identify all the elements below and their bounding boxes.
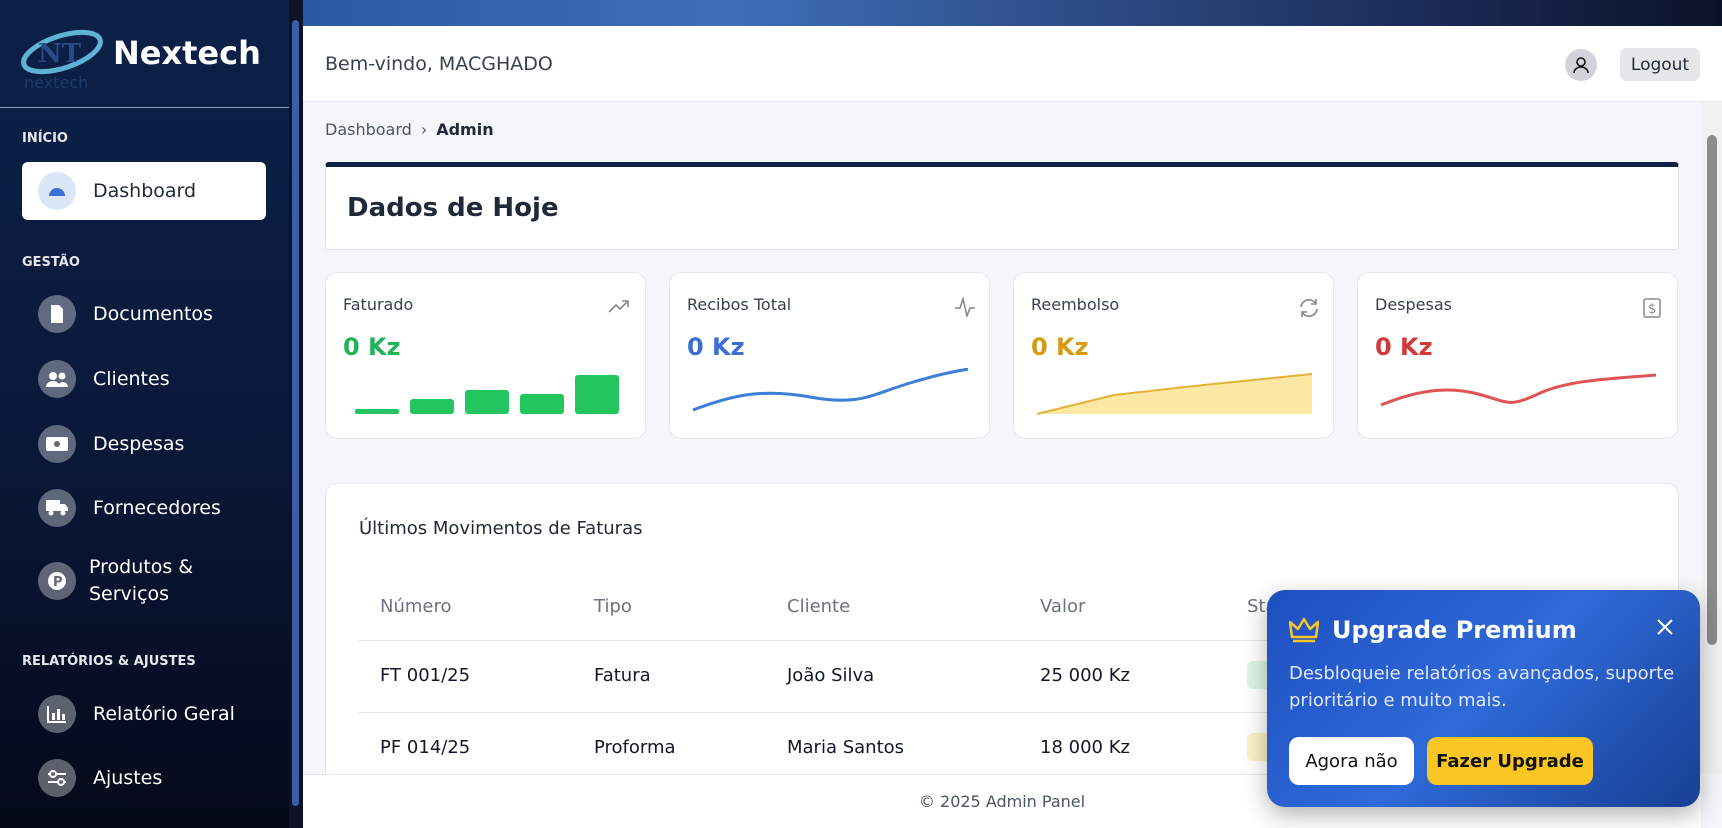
stat-card: Recibos Total 0 Kz: [669, 272, 990, 439]
upgrade-popup: Upgrade Premium Desbloqueie relatórios a…: [1267, 590, 1700, 807]
icon: [38, 425, 76, 463]
row-divider: [358, 712, 1648, 713]
sparkline: [355, 375, 619, 414]
cell: João Silva: [787, 665, 875, 686]
sparkline: [692, 368, 969, 412]
stat-card: Reembolso 0 Kz: [1013, 272, 1334, 439]
icon: [38, 172, 76, 210]
icon: [955, 297, 975, 317]
stat-label: Despesas: [1375, 295, 1452, 314]
logo: NT nextech: [21, 29, 103, 92]
separator: ›: [420, 120, 428, 139]
nav-item[interactable]: Documentos: [22, 285, 266, 343]
stat-value: 0 Kz: [687, 333, 745, 361]
cell: 18 000 Kz: [1040, 737, 1130, 758]
nav-item[interactable]: Clientes: [22, 350, 266, 408]
stat-label: Reembolso: [1031, 295, 1120, 314]
crown-icon: [1289, 617, 1319, 643]
stat-value: 0 Kz: [343, 333, 401, 361]
breadcrumb-link[interactable]: Dashboard: [325, 120, 412, 139]
nav-item[interactable]: P Produtos & Serviços: [22, 552, 266, 610]
breadcrumb: Dashboard › Admin: [325, 120, 494, 139]
scroll-thumb[interactable]: [292, 20, 299, 806]
icon: [1300, 299, 1318, 317]
cell: PF 014/25: [380, 737, 471, 758]
nav-label: Clientes: [93, 368, 170, 390]
section-title: INÍCIO: [22, 131, 68, 146]
stat-value: 0 Kz: [1031, 333, 1089, 361]
nav-label: Produtos & Serviços: [89, 556, 194, 605]
stat-value: 0 Kz: [1375, 333, 1433, 361]
sidebar: NT nextech Nextech INÍCIO Dashboard GEST…: [0, 0, 289, 828]
greeting: Bem-vindo, MACGHADO: [325, 53, 553, 75]
page-title: Dados de Hoje: [347, 193, 559, 223]
stat-card: Despesas 0 Kz $: [1357, 272, 1678, 439]
cell: Fatura: [594, 665, 651, 686]
upgrade-button[interactable]: Fazer Upgrade: [1427, 737, 1593, 785]
avatar[interactable]: [1565, 49, 1597, 81]
nav-item[interactable]: Dashboard: [22, 162, 266, 220]
icon: [38, 360, 76, 398]
cell: 25 000 Kz: [1040, 665, 1130, 686]
stat-label: Faturado: [343, 295, 414, 314]
dismiss-button[interactable]: Agora não: [1289, 737, 1414, 785]
icon: $: [1643, 298, 1661, 318]
nav-label: Ajustes: [93, 767, 163, 789]
cell: Proforma: [594, 737, 676, 758]
section-title: RELATÓRIOS & AJUSTES: [22, 654, 196, 669]
icon: P: [38, 562, 76, 600]
icon: [38, 295, 76, 333]
nav-label: Documentos: [93, 303, 213, 325]
divider: [0, 107, 289, 108]
brand: Nextech: [113, 34, 261, 72]
cell: FT 001/25: [380, 665, 471, 686]
sparkline: [1380, 373, 1657, 407]
icon: [608, 300, 629, 313]
column-header: Cliente: [787, 596, 851, 617]
sparkline: [1036, 373, 1313, 415]
nav-item[interactable]: Fornecedores: [22, 479, 266, 537]
breadcrumb-current: Admin: [436, 120, 494, 139]
popup-text: Desbloqueie relatórios avançados, suport…: [1289, 663, 1675, 711]
scrollbar[interactable]: [1701, 102, 1722, 774]
nav-item[interactable]: Relatório Geral: [22, 685, 266, 743]
footer-text: © 2025 Admin Panel: [918, 792, 1086, 811]
cell: Maria Santos: [787, 737, 905, 758]
svg-text:P: P: [53, 575, 63, 590]
section-title: GESTÃO: [22, 255, 80, 270]
icon: [38, 489, 76, 527]
nav-item[interactable]: Ajustes: [22, 749, 266, 807]
table-title: Últimos Movimentos de Faturas: [359, 518, 643, 539]
column-header: Tipo: [594, 596, 632, 617]
scroll-thumb[interactable]: [1707, 135, 1717, 645]
column-header: Número: [380, 596, 452, 617]
title-card: Dados de Hoje: [325, 162, 1679, 250]
nav-label: Fornecedores: [93, 497, 221, 519]
nav-label: Despesas: [93, 433, 185, 455]
icon: [38, 695, 76, 733]
nav-item[interactable]: Despesas: [22, 415, 266, 473]
close-button[interactable]: [1656, 618, 1674, 636]
top-bar: [303, 0, 1722, 26]
column-header: Valor: [1040, 596, 1086, 617]
icon: [38, 759, 76, 797]
stat-card: Faturado 0 Kz: [325, 272, 646, 439]
nav-label: Dashboard: [93, 180, 197, 202]
svg-text:nextech: nextech: [24, 73, 88, 92]
svg-text:NT: NT: [38, 39, 82, 69]
popup-title: Upgrade Premium: [1332, 616, 1577, 644]
scrollbar[interactable]: [289, 0, 303, 828]
row-divider: [358, 640, 1648, 641]
svg-text:$: $: [1648, 302, 1656, 317]
stat-label: Recibos Total: [687, 295, 792, 314]
logout-button[interactable]: Logout: [1620, 48, 1700, 81]
nav-label: Relatório Geral: [93, 703, 235, 725]
header: Bem-vindo, MACGHADO Logout: [303, 26, 1722, 102]
